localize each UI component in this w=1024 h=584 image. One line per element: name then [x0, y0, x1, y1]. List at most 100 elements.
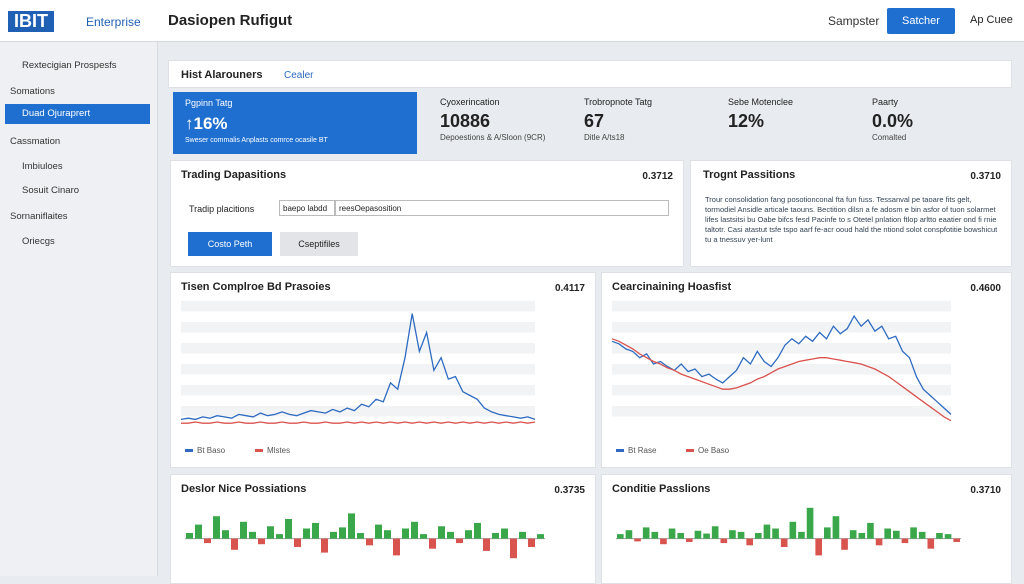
- nav-item[interactable]: Duad Ojuraprert: [22, 108, 91, 119]
- bar: [841, 538, 848, 550]
- chart-card: Tisen Complroe Bd Prasoies 0.4117 Bt Baso M…: [170, 272, 596, 468]
- bar: [832, 516, 840, 539]
- grid-band: [181, 301, 535, 312]
- bar: [447, 531, 454, 539]
- nav-item[interactable]: Cassmation: [10, 136, 61, 147]
- legend-label: Bt Baso: [197, 446, 226, 455]
- kpi-label: Sebe Motenclee: [728, 97, 794, 107]
- bar: [213, 516, 220, 539]
- bar: [411, 521, 418, 539]
- bar: [186, 533, 193, 539]
- grid-band: [612, 364, 951, 375]
- bar: [402, 528, 409, 539]
- kpi-label: Cyoxerincation: [440, 97, 500, 107]
- chart: Bt Baso Mlstes: [180, 301, 536, 455]
- bar: [815, 538, 822, 556]
- bar: [806, 507, 814, 539]
- grid-band: [612, 301, 951, 312]
- top-button[interactable]: Satcher: [887, 8, 955, 34]
- bar: [918, 531, 926, 539]
- bar: [927, 538, 935, 549]
- bar: [858, 533, 866, 539]
- bar: [755, 533, 762, 539]
- select[interactable]: baepo labdd: [279, 200, 335, 216]
- bar: [651, 531, 659, 539]
- legend-label: Oe Baso: [698, 446, 730, 455]
- bar: [668, 528, 676, 539]
- nav-item[interactable]: Oriecgs: [22, 236, 55, 247]
- bar: [763, 524, 771, 539]
- bar: [294, 538, 301, 547]
- tab-bar: Hist Alarouners Cealer: [168, 60, 1012, 88]
- nav-item[interactable]: Imbiuloes: [22, 161, 63, 172]
- nav-item[interactable]: Sosuit Cinaro: [22, 185, 80, 196]
- bar: [711, 526, 719, 539]
- bar: [519, 531, 526, 539]
- secondary-button[interactable]: Cseptifiles: [280, 232, 358, 256]
- app-title: Dasiopen Rufigut: [168, 12, 293, 29]
- highlight-card[interactable]: Pgpinn Tatg ↑16% Sweser commalis Anplast…: [173, 92, 417, 154]
- nav-item[interactable]: Rextecigian Prospesfs: [22, 60, 117, 71]
- card-badge: 0.3710: [970, 485, 1001, 496]
- bar: [249, 531, 256, 539]
- bar: [492, 533, 499, 539]
- kpi-note: Ditle A/ts18: [584, 133, 625, 142]
- series-line: [181, 421, 536, 424]
- bar: [456, 538, 463, 544]
- bar: [944, 534, 952, 539]
- grid-band: [181, 385, 535, 396]
- bar: [420, 534, 427, 539]
- legend-swatch: [616, 449, 624, 452]
- bar: [729, 530, 736, 539]
- user-menu[interactable]: Ap Cuee: [970, 14, 1013, 26]
- kpi-value: 67: [584, 111, 605, 131]
- bar: [953, 538, 960, 542]
- legend-swatch: [255, 449, 263, 452]
- nav-item[interactable]: Somations: [10, 86, 55, 97]
- bar: [375, 524, 382, 539]
- logo[interactable]: IBIT: [8, 11, 54, 32]
- bar: [893, 530, 900, 539]
- bar: [465, 530, 472, 539]
- card-badge: 0.3710: [970, 171, 1001, 182]
- bar: [677, 533, 684, 539]
- legend-label: Bt Rase: [628, 446, 657, 455]
- card-badge: 0.4117: [554, 283, 585, 294]
- bar: [737, 531, 745, 539]
- tab[interactable]: Cealer: [284, 70, 314, 81]
- tab[interactable]: Hist Alarouners: [181, 69, 263, 81]
- bar: [936, 533, 943, 539]
- kpi-value: 0.0%: [872, 111, 914, 131]
- bar: [303, 528, 310, 539]
- nav-item[interactable]: Sornaniflaites: [10, 211, 68, 222]
- chart: [185, 513, 545, 559]
- kpi-note: Depoestions & A/Sloon (9CR): [440, 133, 546, 142]
- positions-card: Trognt Passitions 0.3710 Trour consolida…: [690, 160, 1012, 267]
- bar: [884, 528, 891, 539]
- bar: [849, 530, 857, 539]
- top-bar: IBIT Enterprise Dasiopen Rufigut Sampste…: [0, 0, 1024, 42]
- kpi-value: 10886: [440, 111, 491, 131]
- trading-card: Trading Dapasitions 0.3712 Tradip placit…: [170, 160, 684, 267]
- bar: [772, 528, 779, 539]
- card-badge: 0.4600: [970, 283, 1001, 294]
- top-link[interactable]: Sampster: [828, 14, 880, 28]
- card-title: Conditie Passlions: [612, 483, 711, 495]
- bar: [357, 533, 364, 539]
- bar: [276, 534, 283, 539]
- bar: [694, 530, 702, 539]
- bar: [366, 538, 373, 546]
- bar: [686, 538, 693, 542]
- bar: [501, 528, 508, 539]
- card-badge: 0.3735: [554, 485, 585, 496]
- primary-button[interactable]: Costo Peth: [188, 232, 272, 256]
- bar: [510, 538, 517, 559]
- kpi-value: 12%: [728, 111, 765, 131]
- sidebar: Rextecigian Prospesfs Somations Duad Ojura…: [0, 42, 158, 576]
- field-label: Tradip placitions: [189, 204, 255, 214]
- text-input[interactable]: reesOepasosition: [335, 200, 669, 216]
- card-title: Trognt Passitions: [703, 169, 796, 181]
- chart: [616, 507, 961, 556]
- grid-band: [181, 343, 535, 354]
